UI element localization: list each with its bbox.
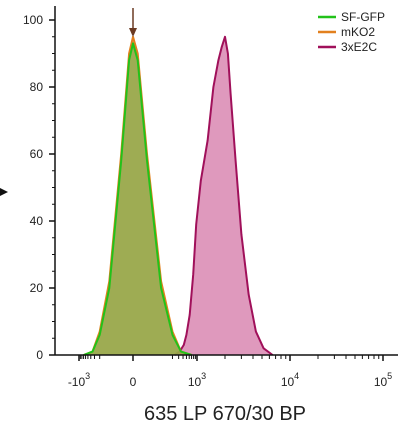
series-area-sf-gfp: [83, 43, 192, 356]
series-line-sf-gfp: [83, 42, 192, 356]
plot-area: [83, 8, 274, 356]
series-line-3xe2c: [174, 35, 274, 356]
x-tick-label-4: 105: [374, 371, 392, 389]
y-tick-label-80: 80: [30, 80, 44, 94]
y-tick-label-100: 100: [23, 13, 43, 27]
x-tick-label-2: 103: [188, 371, 206, 389]
x-axis-title: 635 LP 670/30 BP: [144, 403, 306, 425]
series-area-3xe2c: [174, 36, 273, 356]
legend-label-mko2: mKO2: [341, 25, 375, 39]
y-tick-label-40: 40: [30, 214, 44, 228]
y-tick-label-20: 20: [30, 281, 44, 295]
axes: 0 20 40 60 80 100 -103 0 103 104 105: [0, 6, 398, 389]
y-tick-label-0: 0: [36, 348, 43, 362]
x-tick-label-1: 0: [130, 375, 137, 389]
x-tick-label-3: 104: [281, 371, 299, 389]
y-tick-label-60: 60: [30, 147, 44, 161]
legend-label-3xe2c: 3xE2C: [341, 40, 377, 54]
x-tick-label-0: -103: [68, 371, 90, 389]
annotation-arrow-head: [129, 28, 137, 37]
legend-label-sf-gfp: SF-GFP: [341, 10, 385, 24]
side-marker-arrow: [0, 188, 8, 196]
